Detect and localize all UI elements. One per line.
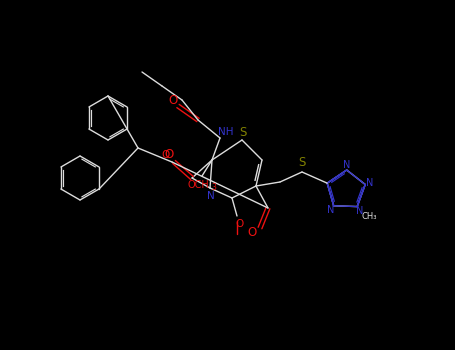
- Text: O: O: [164, 148, 174, 161]
- Text: O: O: [248, 226, 257, 239]
- Text: N: N: [366, 178, 374, 188]
- Text: S: S: [239, 126, 247, 139]
- Text: N: N: [343, 160, 350, 170]
- Text: 3: 3: [212, 183, 217, 192]
- Text: O: O: [162, 150, 170, 160]
- Text: N: N: [207, 191, 215, 201]
- Text: O: O: [168, 94, 177, 107]
- Text: O: O: [235, 219, 243, 229]
- Text: OCH: OCH: [187, 180, 209, 190]
- Text: NH: NH: [218, 127, 234, 137]
- Text: S: S: [298, 156, 306, 169]
- Text: N: N: [327, 205, 334, 215]
- Text: N: N: [356, 206, 364, 216]
- Text: CH₃: CH₃: [361, 212, 377, 221]
